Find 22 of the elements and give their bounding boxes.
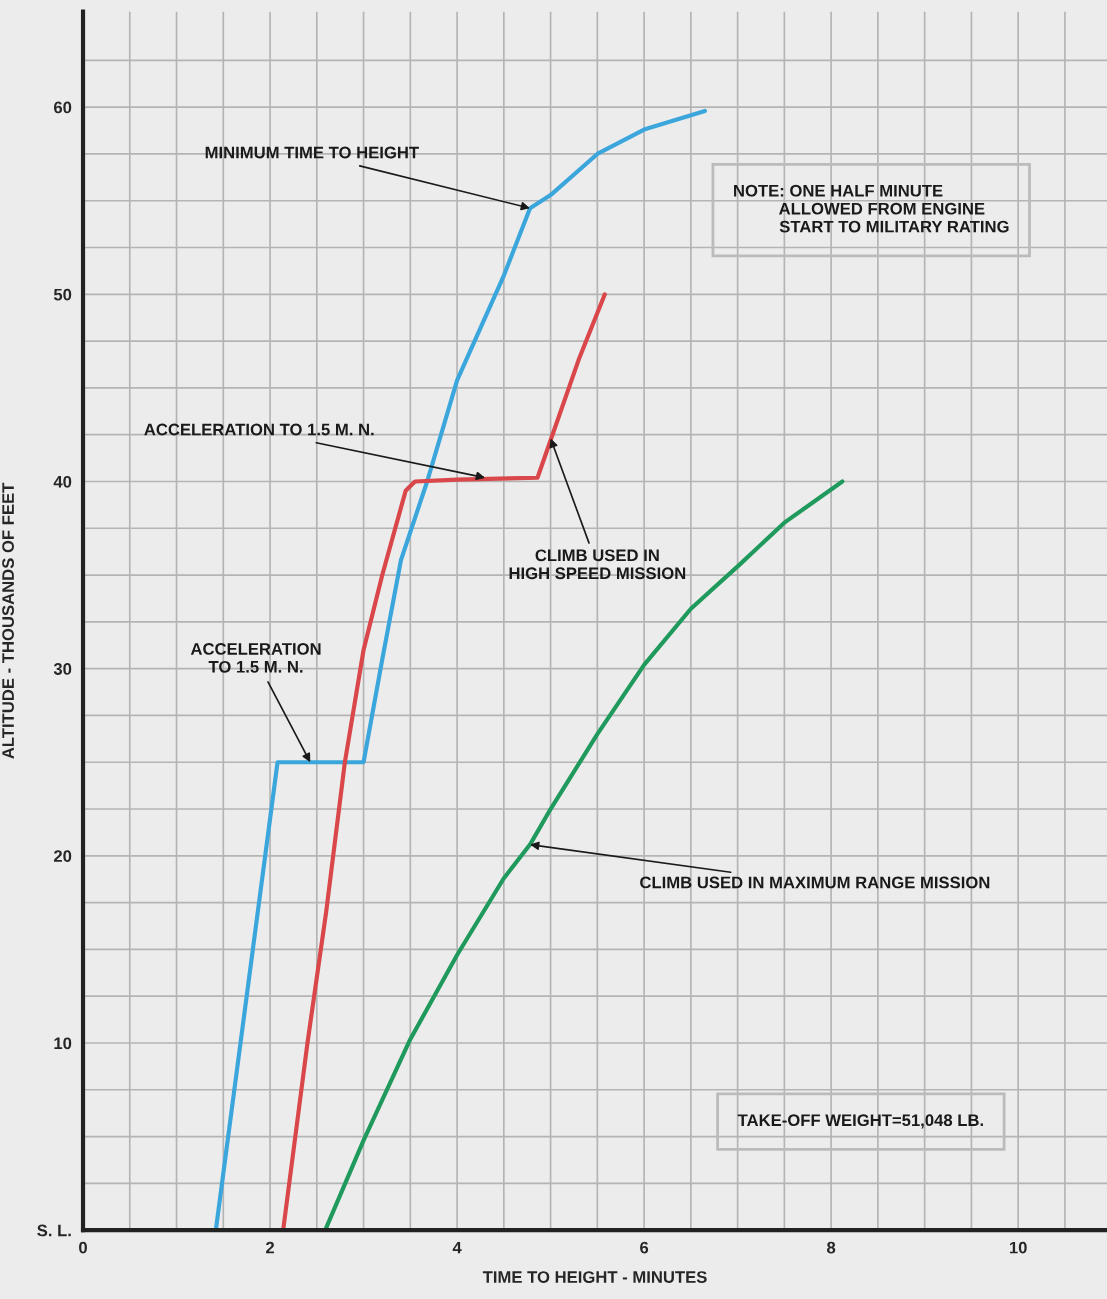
annotation: ACCELERATION TO 1.5 M. N. [144, 423, 374, 436]
y-axis-title: ALTITUDE - THOUSANDS OF FEET [2, 482, 14, 759]
x-tick-label: 6 [640, 1241, 649, 1254]
annotation: CLIMB USED IN MAXIMUM RANGE MISSION [640, 876, 990, 889]
x-tick-label: 2 [266, 1241, 275, 1254]
x-tick-label: 10 [1009, 1241, 1027, 1254]
y-tick-label: S. L. [37, 1224, 71, 1237]
y-tick-label: 50 [53, 288, 72, 301]
y-tick-label: 20 [53, 850, 72, 863]
annotation: MINIMUM TIME TO HEIGHT [205, 146, 419, 159]
x-tick-label: 0 [79, 1241, 87, 1254]
y-tick-label: 30 [53, 663, 72, 675]
annotation: ACCELERATION TO 1.5 M. N. [190, 642, 321, 673]
y-tick-label: 60 [53, 101, 72, 114]
annotation: CLIMB USED IN HIGH SPEED MISSION [509, 549, 686, 580]
y-tick-label: 40 [53, 475, 72, 488]
x-tick-label: 4 [452, 1241, 462, 1254]
y-tick-label: 10 [54, 1037, 72, 1050]
annotation: TAKE-OFF WEIGHT=51,048 LB. [737, 1114, 983, 1129]
x-axis-title: TIME TO HEIGHT - MINUTES [482, 1271, 707, 1283]
x-tick-label: 8 [827, 1241, 836, 1254]
annotation: NOTE: ONE HALF MINUTE ALLOWED FROM ENGINE START TO MILITARY RATING [734, 184, 1009, 233]
